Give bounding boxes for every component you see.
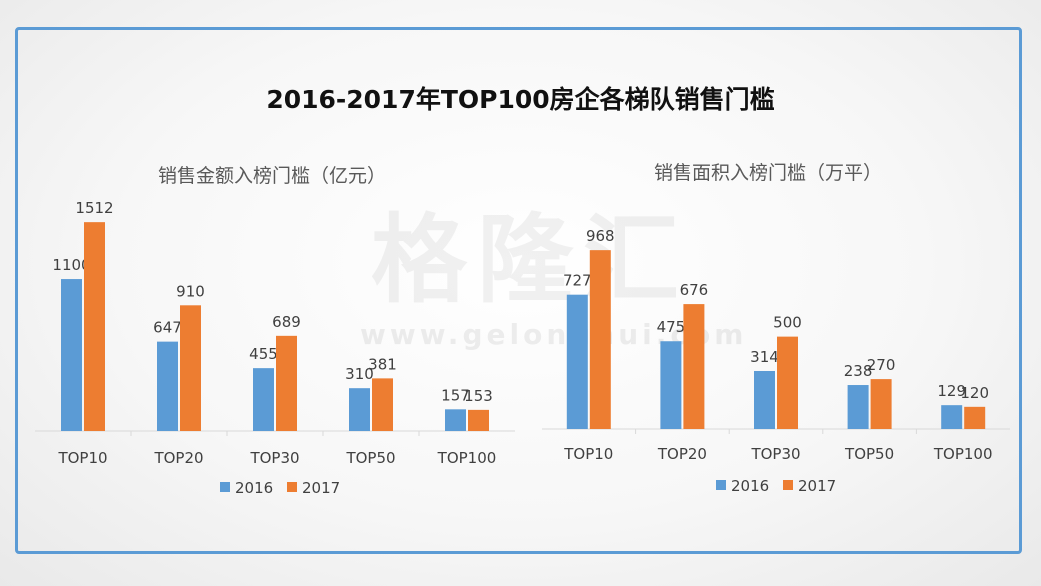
x-tick-label: TOP20 xyxy=(657,445,707,463)
bar-2016 xyxy=(253,368,274,431)
sales-amount-chart: 销售金额入榜门槛（亿元） TOP10 1100 1512 TOP20 647 910 TOP3… xyxy=(35,165,515,497)
legend-label: 2016 xyxy=(235,479,273,497)
legend-swatch-2016 xyxy=(220,482,230,492)
x-tick-label: TOP30 xyxy=(249,449,299,467)
bar-2016 xyxy=(445,409,466,431)
bar-2017 xyxy=(683,304,705,429)
bar-2016 xyxy=(61,279,82,431)
x-tick-label: TOP100 xyxy=(933,445,993,463)
data-label: 455 xyxy=(249,345,278,363)
watermark-logo: 格隆汇 xyxy=(371,204,689,316)
data-label: 314 xyxy=(750,348,779,366)
data-label: 381 xyxy=(368,355,397,373)
data-label: 727 xyxy=(563,272,592,290)
x-tick-label: TOP30 xyxy=(750,445,800,463)
bar-2017 xyxy=(180,305,201,431)
x-tick-label: TOP100 xyxy=(437,449,497,467)
slide-frame xyxy=(15,27,1022,554)
data-label: 1512 xyxy=(75,199,113,217)
legend-swatch-2017 xyxy=(287,482,297,492)
bar-2016 xyxy=(660,341,682,429)
data-label: 500 xyxy=(773,314,802,332)
legend-swatch-2016 xyxy=(716,480,726,490)
chart-title: 销售金额入榜门槛（亿元） xyxy=(158,165,386,187)
sales-area-chart: 销售面积入榜门槛（万平） TOP10 727 968 TOP20 475 676 TOP30 3… xyxy=(542,162,1010,495)
chart-title: 销售面积入榜门槛（万平） xyxy=(654,162,882,184)
bar-2017 xyxy=(964,406,986,429)
bar-2017 xyxy=(276,335,297,431)
bar-2016 xyxy=(847,385,869,429)
data-label: 153 xyxy=(464,387,493,405)
bar-2017 xyxy=(589,250,611,429)
bar-2017 xyxy=(468,409,489,431)
data-label: 157 xyxy=(441,386,470,404)
data-label: 270 xyxy=(867,356,896,374)
legend-label: 2016 xyxy=(731,477,769,495)
data-label: 120 xyxy=(960,384,989,402)
x-tick-label: TOP10 xyxy=(563,445,613,463)
data-label: 647 xyxy=(153,319,182,337)
legend-label: 2017 xyxy=(302,479,340,497)
legend-label: 2017 xyxy=(798,477,836,495)
data-label: 475 xyxy=(657,318,686,336)
bar-2016 xyxy=(157,341,178,431)
data-label: 910 xyxy=(176,282,205,300)
bar-2016 xyxy=(349,388,370,431)
bar-2016 xyxy=(941,405,963,429)
x-tick-label: TOP20 xyxy=(153,449,203,467)
data-label: 1100 xyxy=(52,256,90,274)
bar-2017 xyxy=(870,379,892,429)
bar-2017 xyxy=(372,378,393,431)
bar-2016 xyxy=(754,370,775,429)
data-label: 676 xyxy=(680,281,709,299)
x-tick-label: TOP10 xyxy=(57,449,107,467)
data-label: 310 xyxy=(345,365,374,383)
x-tick-label: TOP50 xyxy=(345,449,395,467)
bar-2017 xyxy=(84,222,105,431)
bar-2016 xyxy=(566,294,588,429)
legend-swatch-2017 xyxy=(783,480,793,490)
data-label: 968 xyxy=(586,227,615,245)
bar-2017 xyxy=(777,336,798,429)
data-label: 238 xyxy=(844,362,873,380)
data-label: 129 xyxy=(937,382,966,400)
page-title: 2016-2017年TOP100房企各梯队销售门槛 xyxy=(266,85,775,114)
x-tick-label: TOP50 xyxy=(844,445,894,463)
data-label: 689 xyxy=(272,313,301,331)
